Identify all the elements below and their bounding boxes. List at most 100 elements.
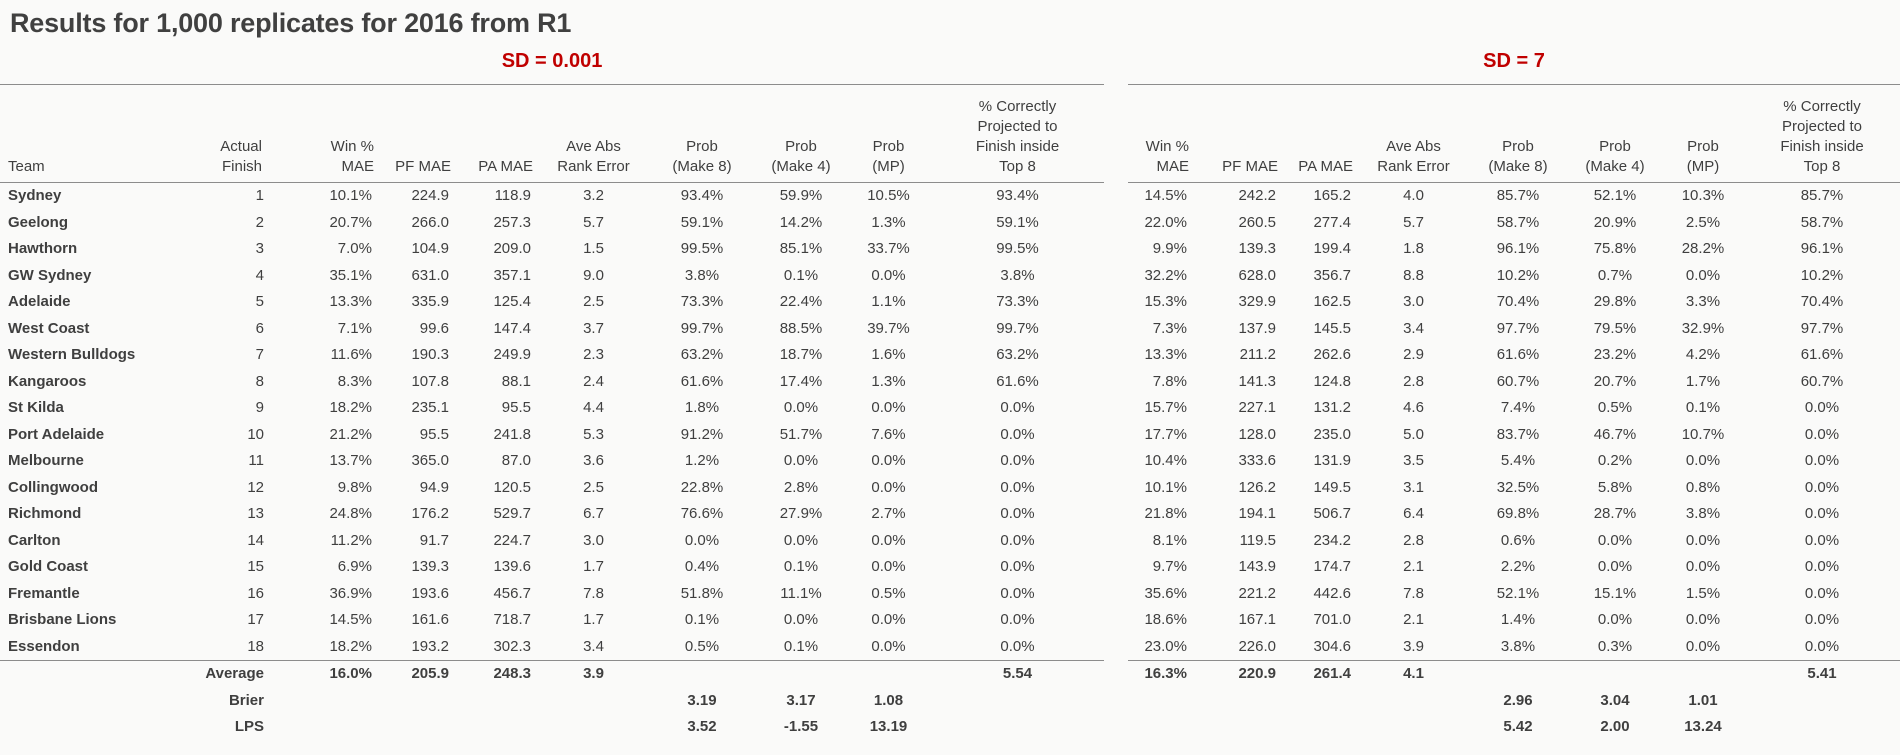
value-cell: 1.8	[1403, 240, 1424, 257]
value-cell: 14.5%	[1144, 187, 1187, 204]
value-cell: 1.3%	[871, 372, 906, 390]
finish-cell: 16	[247, 584, 264, 602]
summary-row: 2.96 3.04 1.01	[1128, 688, 1900, 715]
value-cell: 35.1%	[329, 266, 372, 284]
team-cell: Richmond	[8, 505, 82, 522]
col-header-prob-mp: Prob (MP)	[846, 85, 931, 183]
summary-value-cell	[457, 714, 539, 741]
col-header-win-mae: Win % MAE	[306, 85, 380, 183]
value-cell: 52.1%	[1593, 187, 1637, 204]
col-header-pf-mae: PF MAE	[380, 85, 457, 183]
col-header-finish: Actual Finish	[175, 85, 306, 183]
value-cell: 28.7%	[1593, 505, 1637, 522]
value-cell: 1.5%	[1685, 584, 1721, 602]
value-cell: 61.6%	[1496, 346, 1540, 363]
value-cell: 0.0%	[1804, 505, 1840, 522]
value-cell: 88.1	[501, 372, 531, 390]
value-cell: 277.4	[1313, 213, 1351, 231]
value-cell: 456.7	[493, 584, 531, 602]
team-cell: Hawthorn	[8, 240, 78, 257]
table-row: 15.3% 329.9 162.5 3.0 70.4% 29.8% 3.3% 70.4%	[1128, 289, 1900, 316]
col-header-rank-error: Ave Abs Rank Error	[539, 85, 648, 183]
value-cell: 139.3	[1238, 240, 1276, 257]
value-cell: 162.5	[1313, 293, 1351, 310]
table-row: St Kilda 9 18.2% 235.1 95.5 4.4 1.8% 0.0% 0.0% 0.…	[0, 395, 1104, 422]
value-cell: 21.8%	[1144, 505, 1187, 522]
team-cell: West Coast	[8, 319, 90, 337]
value-cell: 18.7%	[779, 346, 823, 363]
results-table-sd-7: Win % MAE PF MAE PA MAE Ave Abs Rank Err…	[1128, 85, 1900, 741]
value-cell: 442.6	[1313, 584, 1351, 602]
table-row: Western Bulldogs 7 11.6% 190.3 249.9 2.3 63.2%…	[0, 342, 1104, 369]
summary-row: Average 16.0% 205.9 248.3 3.9 5.54	[0, 660, 1104, 688]
team-cell: Melbourne	[8, 452, 84, 469]
value-cell: 0.0%	[871, 558, 906, 575]
value-cell: 1.3%	[871, 213, 906, 231]
summary-value-cell	[457, 688, 539, 715]
value-cell: 3.8%	[684, 266, 720, 284]
value-cell: 32.5%	[1496, 478, 1540, 496]
value-cell: 356.7	[1313, 266, 1351, 284]
value-cell: 63.2%	[680, 346, 724, 363]
finish-cell: 3	[255, 240, 264, 257]
value-cell: 631.0	[411, 266, 449, 284]
value-cell: 235.1	[411, 399, 449, 416]
value-cell: 0.0%	[1000, 531, 1035, 549]
value-cell: 3.4	[1403, 319, 1424, 337]
value-cell: 7.8%	[1152, 372, 1187, 390]
value-cell: 85.1%	[779, 240, 823, 257]
summary-spacer-cell	[0, 714, 175, 741]
summary-value-cell	[1128, 714, 1195, 741]
value-cell: 76.6%	[680, 505, 724, 522]
col-header-top8: % Correctly Projected to Finish inside T…	[931, 85, 1104, 183]
summary-value-cell: 5.54	[931, 660, 1104, 688]
value-cell: 0.0%	[1804, 611, 1840, 628]
team-cell: Fremantle	[8, 584, 80, 602]
table-row: 21.8% 194.1 506.7 6.4 69.8% 28.7% 3.8% 0.0%	[1128, 501, 1900, 528]
value-cell: 70.4%	[1800, 293, 1844, 310]
value-cell: 5.8%	[1597, 478, 1633, 496]
value-cell: 10.2%	[1800, 266, 1844, 284]
value-cell: 0.8%	[1685, 478, 1721, 496]
summary-value-cell: 1.01	[1688, 691, 1718, 709]
summary-body-sd-0001: Average 16.0% 205.9 248.3 3.9 5.54 Brier 3.19 3.…	[0, 660, 1104, 741]
value-cell: 13.3%	[329, 293, 372, 310]
value-cell: 119.5	[1239, 531, 1276, 549]
summary-value-cell	[1662, 660, 1744, 688]
value-cell: 85.7%	[1496, 187, 1540, 204]
summary-row: Brier 3.19 3.17 1.08	[0, 688, 1104, 715]
value-cell: 3.8%	[1500, 637, 1536, 655]
value-cell: 147.4	[493, 319, 531, 337]
summary-value-cell: 13.19	[869, 718, 908, 735]
value-cell: 1.1%	[871, 293, 906, 310]
value-cell: 0.0%	[1804, 584, 1840, 602]
table-row: 13.3% 211.2 262.6 2.9 61.6% 23.2% 4.2% 61.6%	[1128, 342, 1900, 369]
value-cell: 93.4%	[680, 187, 724, 204]
summary-value-cell	[1359, 688, 1468, 715]
value-cell: 6.4	[1403, 505, 1424, 522]
value-cell: 104.9	[411, 240, 449, 257]
summary-value-cell	[380, 688, 457, 715]
finish-cell: 7	[255, 346, 264, 363]
team-cell: Kangaroos	[8, 372, 87, 390]
value-cell: 199.4	[1313, 240, 1351, 257]
value-cell: 0.0%	[1685, 611, 1721, 628]
table-row: 9.9% 139.3 199.4 1.8 96.1% 75.8% 28.2% 96.1%	[1128, 236, 1900, 263]
finish-cell: 18	[247, 637, 264, 655]
value-cell: 149.5	[1313, 478, 1351, 496]
value-cell: 23.0%	[1144, 637, 1187, 655]
value-cell: 0.0%	[1000, 425, 1035, 443]
summary-value-cell	[1195, 688, 1284, 715]
value-cell: 0.0%	[1000, 505, 1035, 522]
value-cell: 10.5%	[867, 187, 910, 204]
team-cell: Essendon	[8, 637, 80, 655]
value-cell: 0.0%	[1000, 558, 1035, 575]
value-cell: 2.5	[583, 293, 604, 310]
value-cell: 2.8	[1403, 531, 1424, 549]
col-header-team: Team	[0, 85, 175, 183]
value-cell: 8.1%	[1152, 531, 1187, 549]
value-cell: 167.1	[1238, 611, 1276, 628]
value-cell: 0.0%	[871, 637, 906, 655]
value-cell: 35.6%	[1144, 584, 1187, 602]
